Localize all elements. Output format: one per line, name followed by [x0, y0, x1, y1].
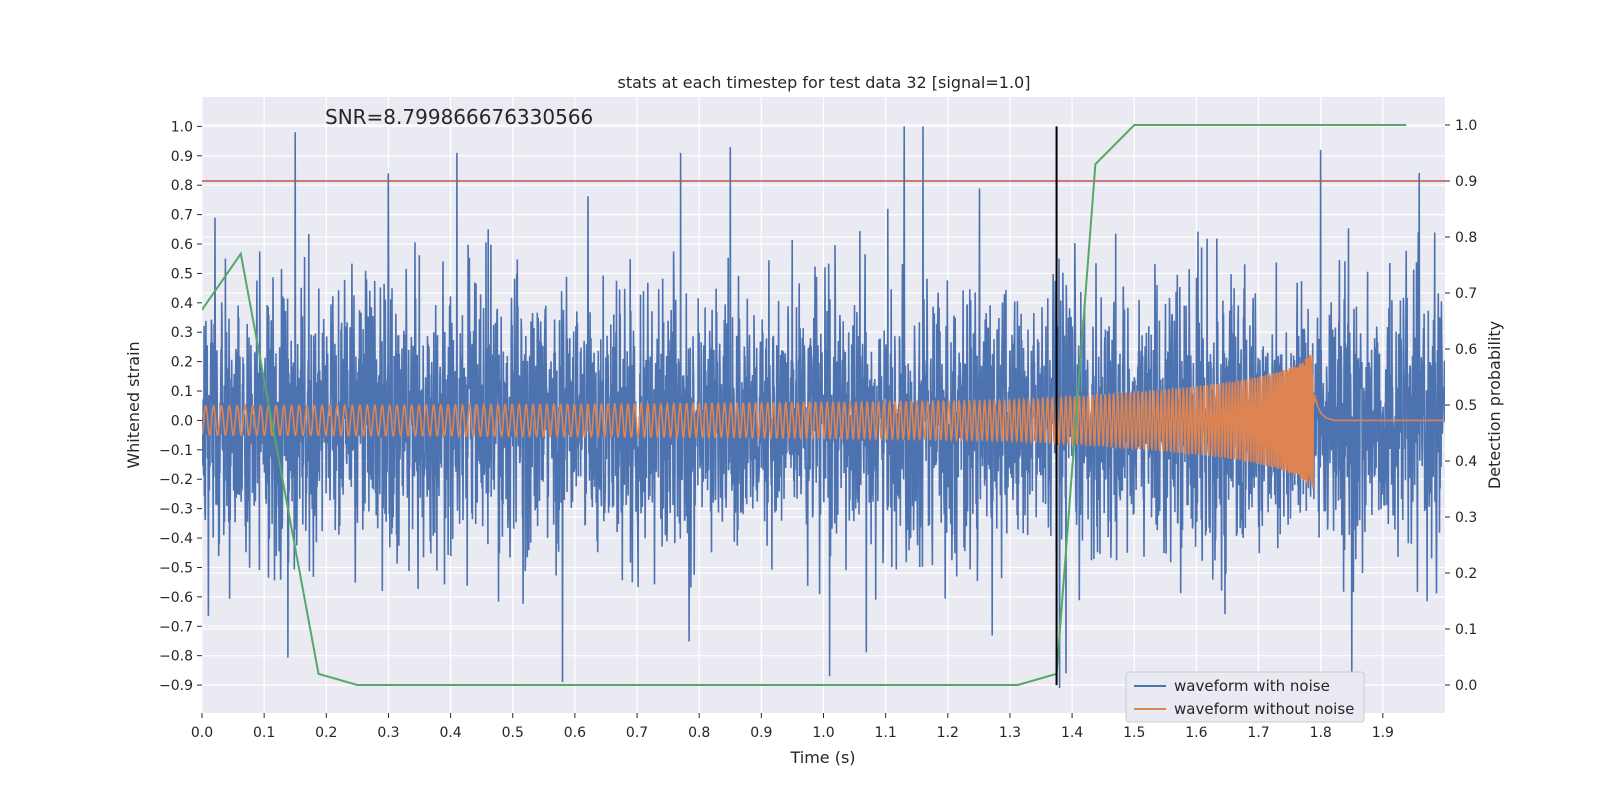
left-y-tick-label: 0.8 [171, 178, 193, 194]
x-tick-label: 0.1 [253, 725, 275, 741]
x-tick-label: 1.5 [1123, 725, 1145, 741]
left-y-tick-label: −0.5 [159, 560, 193, 576]
left-y-tick-label: −0.7 [159, 619, 193, 635]
left-y-tick-label: 0.6 [171, 237, 193, 253]
chart-title: stats at each timestep for test data 32 … [618, 73, 1031, 92]
left-y-tick-label: −0.9 [159, 678, 193, 694]
left-y-tick-label: −0.8 [159, 649, 193, 665]
right-y-tick-label: 0.2 [1455, 566, 1477, 582]
right-y-axis-ticks: 1.0 0.9 0.8 0.7 0.6 0.5 0.4 0.3 0.2 0.1 0.0 [1445, 118, 1477, 694]
left-y-tick-label: −0.1 [159, 443, 193, 459]
right-y-tick-label: 0.7 [1455, 286, 1477, 302]
right-y-tick-label: 0.1 [1455, 622, 1477, 638]
x-axis-ticks: 0.0 0.1 0.2 0.3 0.4 0.5 0.6 0.7 0.8 0.9 1.0 1.1 1.2 1… [191, 713, 1394, 741]
x-tick-label: 0.5 [502, 725, 524, 741]
x-tick-label: 1.4 [1061, 725, 1083, 741]
legend-box [1125, 671, 1365, 723]
left-y-tick-label: −0.2 [159, 472, 193, 488]
legend-label-clean: waveform without noise [1174, 700, 1354, 718]
right-y-tick-label: 0.9 [1455, 174, 1477, 190]
series-detection-probability [202, 124, 1407, 686]
x-tick-label: 1.3 [999, 725, 1021, 741]
x-tick-label: 1.9 [1372, 725, 1394, 741]
snr-annotation: SNR=8.799866676330566 [325, 105, 593, 129]
left-y-axis-label: Whitened strain [124, 341, 143, 468]
left-y-tick-label: 0.4 [171, 296, 193, 312]
left-y-tick-label: 0.7 [171, 208, 193, 224]
left-y-tick-label: −0.4 [159, 531, 193, 547]
x-tick-label: 0.8 [688, 725, 710, 741]
x-tick-label: 0.2 [315, 725, 337, 741]
left-y-tick-label: 0.0 [171, 413, 193, 429]
legend: waveform with noise waveform without noi… [1125, 671, 1365, 723]
left-y-tick-label: 0.1 [171, 384, 193, 400]
right-y-tick-label: 0.4 [1455, 454, 1477, 470]
x-tick-label: 1.8 [1310, 725, 1332, 741]
left-y-tick-label: 0.3 [171, 325, 193, 341]
legend-label-noise: waveform with noise [1174, 677, 1330, 695]
right-y-tick-label: 1.0 [1455, 118, 1477, 134]
x-tick-label: 0.0 [191, 725, 213, 741]
right-y-tick-label: 0.6 [1455, 342, 1477, 358]
x-tick-label: 0.9 [750, 725, 772, 741]
x-tick-label: 0.7 [626, 725, 648, 741]
x-tick-label: 0.6 [564, 725, 586, 741]
left-y-tick-label: 0.5 [171, 266, 193, 282]
left-y-tick-label: 1.0 [171, 119, 193, 135]
right-y-tick-label: 0.3 [1455, 510, 1477, 526]
left-y-tick-label: 0.9 [171, 149, 193, 165]
series-layer [202, 124, 1445, 689]
x-tick-label: 1.6 [1185, 725, 1207, 741]
x-tick-label: 1.0 [812, 725, 834, 741]
x-tick-label: 1.2 [937, 725, 959, 741]
x-tick-label: 1.1 [875, 725, 897, 741]
right-y-tick-label: 0.5 [1455, 398, 1477, 414]
left-y-tick-label: −0.3 [159, 502, 193, 518]
x-axis-label: Time (s) [789, 748, 855, 767]
x-tick-label: 0.3 [377, 725, 399, 741]
x-tick-label: 0.4 [439, 725, 461, 741]
right-y-tick-label: 0.8 [1455, 230, 1477, 246]
x-tick-label: 1.7 [1247, 725, 1269, 741]
left-y-tick-label: 0.2 [171, 355, 193, 371]
left-y-axis-ticks: 1.0 0.9 0.8 0.7 0.6 0.5 0.4 0.3 0.2 0.1 0.0 −0.1 −0.… [159, 119, 202, 694]
series-waveform-without-noise [202, 354, 1445, 489]
right-y-tick-label: 0.0 [1455, 678, 1477, 694]
left-y-tick-label: −0.6 [159, 590, 193, 606]
right-y-axis-label: Detection probability [1485, 321, 1504, 489]
